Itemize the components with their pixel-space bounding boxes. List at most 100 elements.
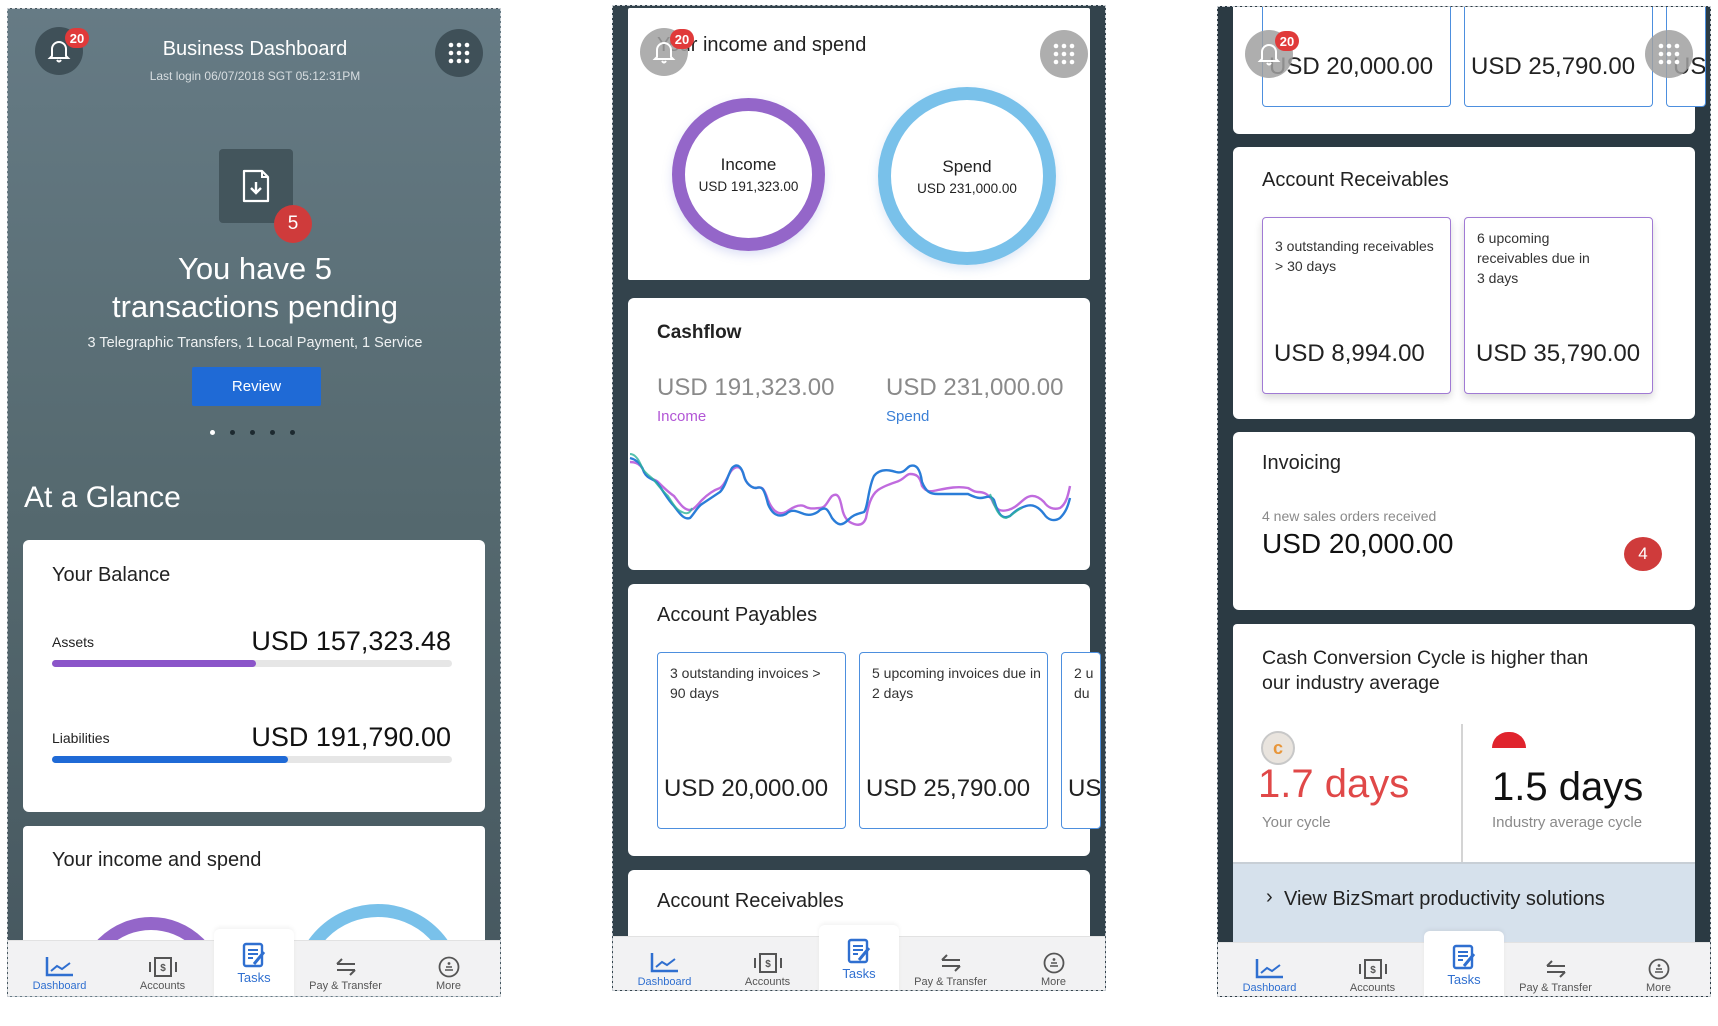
nav-tasks[interactable]: Tasks [1424, 931, 1504, 996]
invoicing-subtitle: 4 new sales orders received [1262, 508, 1437, 524]
liabilities-bar-track [52, 756, 452, 763]
nav-dashboard[interactable]: Dashboard [8, 941, 111, 996]
dollar-card-icon: $ [1358, 959, 1387, 979]
nav-accounts[interactable]: $ Accounts [716, 937, 819, 990]
cashflow-income-value: USD 191,323.00 [657, 374, 835, 401]
receivables-title: Account Receivables [1262, 169, 1449, 191]
cashflow-income-label: Income [657, 408, 707, 425]
last-login-text: Last login 06/07/2018 SGT 05:12:31PM [149, 69, 361, 83]
bottom-nav: Dashboard $ Accounts Tasks Pay & Transfe… [1218, 931, 1710, 996]
more-circle-icon [1648, 958, 1669, 980]
balance-card[interactable]: Your Balance Assets USD 157,323.48 Liabi… [23, 540, 485, 812]
payable-item-text-partial: 2 u du [1074, 665, 1094, 701]
nav-more[interactable]: More [1607, 943, 1710, 996]
income-ring-label: Income [720, 155, 777, 174]
invoicing-amount: USD 20,000.00 [1262, 528, 1454, 559]
nav-dashboard-label: Dashboard [637, 976, 692, 988]
payable-item-amount: US [1068, 775, 1101, 802]
tasks-edit-icon [847, 938, 871, 964]
receivable-item-text: 3 outstanding receivables > 30 days [1275, 238, 1434, 274]
svg-text:$: $ [160, 963, 166, 974]
assets-bar-fill [52, 660, 256, 667]
payable-item[interactable]: USD 20,000.00 [1262, 7, 1451, 107]
payable-item[interactable]: 3 outstanding invoices > 90 days USD 20,… [657, 652, 846, 829]
payable-item-amount: USD 20,000.00 [664, 775, 829, 802]
nav-tasks[interactable]: Tasks [214, 929, 294, 996]
apps-grid-button[interactable] [1040, 30, 1088, 78]
grid-icon [448, 42, 470, 64]
nav-dashboard-label: Dashboard [1242, 982, 1297, 994]
svg-text:$: $ [1370, 965, 1376, 976]
notification-count-badge: 20 [670, 29, 694, 49]
your-cycle-label: Your cycle [1262, 814, 1331, 831]
receivable-item[interactable]: 6 upcoming receivables due in 3 days USD… [1464, 217, 1653, 394]
transfer-arrows-icon [1545, 960, 1566, 978]
carousel-dot[interactable] [270, 430, 275, 435]
svg-text:$: $ [765, 959, 771, 970]
phone-screen-dashboard: 20 Business Dashboard Last login 06/07/2… [7, 8, 501, 997]
payable-item[interactable]: 5 upcoming invoices due in 2 days USD 25… [859, 652, 1048, 829]
more-circle-icon [438, 956, 459, 978]
payable-item-partial[interactable]: 2 u du US [1061, 652, 1101, 829]
income-spend-title: Your income and spend [52, 849, 262, 871]
tasks-edit-icon [1452, 944, 1476, 970]
payable-item-text: 3 outstanding invoices > 90 days [670, 665, 821, 701]
liabilities-bar-fill [52, 756, 288, 763]
cash-conversion-card[interactable]: Cash Conversion Cycle is higher than our… [1233, 624, 1695, 954]
bell-icon [47, 41, 71, 63]
nav-pay-transfer[interactable]: Pay & Transfer [899, 937, 1002, 990]
spend-ring[interactable]: Spend USD 231,000.00 [878, 87, 1056, 265]
company-logo-icon: c [1261, 731, 1295, 765]
bizsmart-link-label: View BizSmart productivity solutions [1284, 888, 1605, 910]
chart-line-icon [650, 953, 678, 973]
carousel-dot-active[interactable] [210, 430, 215, 435]
grid-icon [1658, 43, 1680, 65]
apps-grid-button[interactable] [435, 29, 483, 77]
hero-headline: You have 5 transactions pending [8, 250, 500, 326]
payables-card-tail[interactable]: USD 20,000.00 USD 25,790.00 US [1233, 7, 1706, 134]
hero-headline-line2: transactions pending [111, 289, 399, 324]
industry-cycle-label: Industry average cycle [1492, 814, 1643, 831]
carousel-dot[interactable] [290, 430, 295, 435]
nav-more[interactable]: More [397, 941, 500, 996]
payables-title: Account Payables [657, 604, 818, 626]
income-ring-value: USD 191,323.00 [698, 179, 799, 194]
receivables-card[interactable]: Account Receivables 3 outstanding receiv… [1233, 147, 1695, 419]
nav-accounts[interactable]: $ Accounts [1321, 943, 1424, 996]
nav-accounts-label: Accounts [744, 976, 791, 988]
nav-tasks[interactable]: Tasks [819, 925, 899, 990]
receivable-item[interactable]: 3 outstanding receivables > 30 days USD … [1262, 217, 1451, 394]
bell-icon [652, 42, 676, 64]
nav-more-label: More [1645, 982, 1672, 994]
payables-card[interactable]: Account Payables 3 outstanding invoices … [628, 584, 1101, 856]
income-spend-title: Your income and spend [657, 34, 867, 56]
tasks-edit-icon [242, 942, 266, 968]
apps-grid-button[interactable] [1645, 30, 1693, 78]
nav-dashboard[interactable]: Dashboard [613, 937, 716, 990]
carousel-dot[interactable] [250, 430, 255, 435]
cashflow-spend-label: Spend [886, 408, 930, 425]
liabilities-value: USD 191,790.00 [251, 722, 451, 752]
nav-accounts-label: Accounts [139, 980, 186, 992]
cashflow-card[interactable]: Cashflow USD 191,323.00 Income USD 231,0… [628, 298, 1090, 570]
income-ring[interactable]: Income USD 191,323.00 [672, 98, 825, 251]
invoicing-count-badge: 4 [1624, 537, 1662, 571]
payable-item[interactable]: USD 25,790.00 [1464, 7, 1653, 107]
spend-ring-label: Spend [942, 156, 992, 176]
nav-pay-transfer[interactable]: Pay & Transfer [1504, 943, 1607, 996]
nav-more[interactable]: More [1002, 937, 1105, 990]
nav-pay-transfer[interactable]: Pay & Transfer [294, 941, 397, 996]
nav-dashboard[interactable]: Dashboard [1218, 943, 1321, 996]
carousel-dot[interactable] [230, 430, 235, 435]
payable-item-amount: USD 20,000.00 [1269, 53, 1434, 80]
notification-count-badge: 20 [1275, 31, 1299, 51]
phone-screen-scrolled-2: USD 20,000.00 USD 25,790.00 US 20 Accoun… [1217, 6, 1711, 997]
nav-tasks-label: Tasks [237, 970, 271, 985]
nav-accounts[interactable]: $ Accounts [111, 941, 214, 996]
income-spend-card[interactable]: Your income and spend Income USD 191,323… [628, 8, 1090, 280]
invoicing-card[interactable]: Invoicing 4 new sales orders received US… [1233, 432, 1695, 610]
review-button[interactable]: Review [192, 367, 321, 406]
ccc-divider [1461, 724, 1463, 862]
transfer-arrows-icon [335, 958, 356, 976]
bottom-nav: Dashboard $ Accounts Tasks Pay & Transfe… [8, 929, 500, 996]
